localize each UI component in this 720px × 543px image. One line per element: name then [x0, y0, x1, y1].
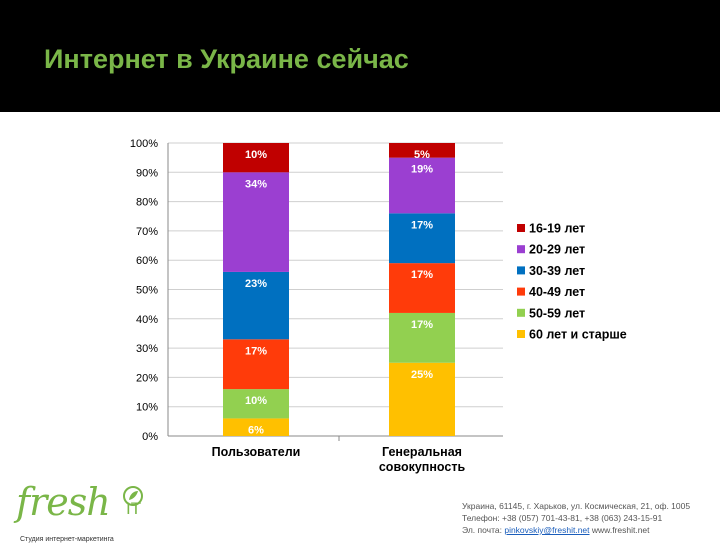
data-label: 10%	[245, 395, 267, 407]
bar-segment	[223, 143, 289, 173]
logo-wordmark: fresh	[16, 480, 111, 524]
bar-segment	[389, 362, 455, 436]
bar-segment	[223, 389, 289, 419]
bar-segment	[389, 213, 455, 264]
legend-label: 20-29 лет	[529, 243, 585, 257]
bar-segment	[389, 312, 455, 363]
y-tick-label: 10%	[136, 402, 158, 414]
contact-phone: Телефон: +38 (057) 701-43-81, +38 (063) …	[462, 513, 663, 523]
data-label: 17%	[245, 345, 267, 357]
legend-swatch	[517, 224, 525, 232]
contact-address: Украина, 61145, г. Харьков, ул. Космичес…	[462, 501, 691, 511]
page-title: Интернет в Украине сейчас	[44, 44, 409, 74]
legend-swatch	[517, 245, 525, 254]
x-category-label: Генеральная	[382, 445, 462, 459]
data-label: 17%	[411, 319, 433, 331]
legend-swatch	[517, 266, 525, 275]
y-tick-label: 20%	[136, 372, 158, 384]
freshit-logo: fresh IT Студия интернет-маркетинга	[16, 480, 166, 543]
contact-email-prefix: Эл. почта:	[462, 525, 505, 535]
y-tick-label: 30%	[136, 343, 158, 355]
legend-label: 16-19 лет	[529, 222, 585, 236]
x-category-label: совокупность	[379, 460, 466, 474]
header-bar: Интернет в Украине сейчас	[0, 0, 720, 112]
bar-segment	[389, 263, 455, 313]
contact-email-link[interactable]: pinkovskiy@freshit.net	[504, 525, 590, 535]
legend-label: 60 лет и старше	[529, 328, 627, 342]
legend-swatch	[517, 287, 525, 296]
legend-swatch	[517, 330, 525, 338]
legend-label: 50-59 лет	[529, 306, 585, 320]
data-label: 23%	[245, 278, 267, 290]
y-tick-label: 50%	[136, 285, 158, 297]
logo-suffix: IT	[126, 499, 142, 518]
bar-segment	[223, 172, 289, 272]
bar-segment	[223, 271, 289, 340]
contact-site[interactable]: www.freshit.net	[591, 525, 650, 535]
data-label: 19%	[411, 164, 433, 176]
bar-segment	[389, 143, 455, 158]
contact-block: Украина, 61145, г. Харьков, ул. Космичес…	[462, 500, 690, 536]
y-tick-label: 90%	[136, 167, 158, 179]
bar-segment	[223, 339, 289, 390]
data-label: 17%	[411, 269, 433, 281]
leaf-icon	[123, 486, 143, 506]
y-tick-label: 0%	[142, 431, 158, 443]
data-label: 10%	[245, 149, 267, 161]
data-label: 17%	[411, 219, 433, 231]
bar-segment	[389, 157, 455, 214]
data-label: 25%	[411, 369, 433, 381]
data-label: 5%	[414, 149, 430, 161]
y-tick-label: 100%	[130, 138, 158, 150]
y-tick-label: 70%	[136, 226, 158, 238]
y-tick-label: 60%	[136, 255, 158, 267]
x-category-label: Пользователи	[212, 445, 301, 459]
data-label: 34%	[245, 178, 267, 190]
data-label: 6%	[248, 424, 264, 436]
bar-segment	[223, 418, 289, 436]
contact-email-line: Эл. почта: pinkovskiy@freshit.net www.fr…	[462, 524, 690, 536]
legend-swatch	[517, 308, 525, 317]
y-tick-label: 40%	[136, 314, 158, 326]
legend-label: 30-39 лет	[529, 264, 585, 278]
legend-label: 40-49 лет	[529, 285, 585, 299]
y-tick-label: 80%	[136, 197, 158, 209]
stacked-bar-chart: 0% 10% 20% 30% 40% 50% 60% 70% 80% 90% 100% 6% 10% 17…	[130, 138, 627, 474]
